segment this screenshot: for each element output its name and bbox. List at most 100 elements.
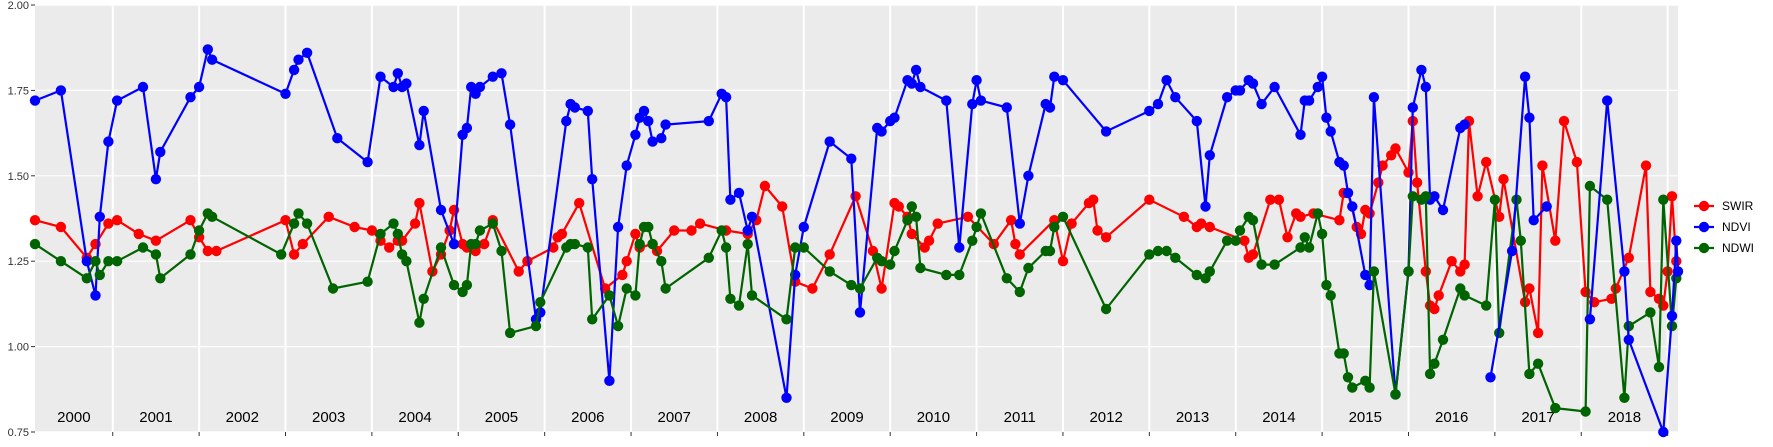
data-point [111,95,123,106]
data-point [94,211,106,222]
data-point [1368,92,1380,103]
data-point [1481,156,1492,168]
data-point [461,122,473,134]
data-point [1606,293,1617,304]
data-point [418,293,429,304]
year-label: 2011 [1004,409,1036,426]
year-label: 2007 [658,409,691,426]
data-point [1144,194,1155,205]
year-label: 2005 [485,409,518,426]
data-point [1221,92,1233,103]
data-point [1265,194,1276,205]
data-point [1170,92,1181,103]
data-point [703,115,714,127]
y-tick-label: 0.75 [8,427,29,439]
data-point [1424,368,1436,380]
data-point [846,153,857,164]
data-point [1204,266,1216,277]
data-point [1010,238,1021,250]
data-point [798,221,809,233]
data-point [923,235,935,246]
year-label: 2014 [1262,409,1295,426]
x-axis [112,432,1669,436]
data-point [746,290,758,301]
year-label: 2016 [1435,409,1468,426]
data-point [1152,98,1164,110]
data-point [885,259,896,270]
data-point [1234,85,1246,96]
data-point [733,187,745,199]
data-point [1338,348,1349,359]
data-point [1532,327,1544,339]
data-point [375,228,386,240]
data-point [962,211,974,222]
data-point [1658,194,1669,205]
data-point [1481,300,1492,311]
data-point [103,256,114,267]
data-point [1619,266,1630,277]
data-point [1269,81,1280,93]
data-point [1325,126,1336,137]
data-point [461,279,473,291]
data-point [1312,81,1324,93]
data-point [276,249,287,260]
data-point [1584,180,1596,192]
data-point [1645,286,1656,298]
data-point [932,218,943,229]
data-point [656,256,667,267]
data-point [1100,303,1112,315]
data-point [1524,368,1535,380]
data-point [185,92,196,103]
data-point [202,44,213,55]
data-point [694,218,706,229]
data-point [1014,249,1025,260]
data-point [414,197,425,209]
data-point [1282,232,1293,243]
legend-label: NDWI [1722,241,1754,255]
data-point [941,95,952,106]
series-line [1588,99,1680,434]
data-point [669,225,680,236]
data-point [975,208,987,219]
data-point [846,279,857,291]
data-point [1338,160,1349,171]
year-label: 2018 [1608,409,1641,426]
data-point [137,242,149,253]
data-point [1014,286,1025,298]
data-point [1342,187,1354,199]
data-point [742,238,753,250]
data-point [323,211,334,222]
data-point [1049,221,1060,233]
data-point [1619,392,1630,403]
data-point [854,307,866,318]
data-point [725,194,736,205]
data-point [1342,372,1354,383]
data-point [55,221,67,233]
data-point [1390,143,1401,154]
data-point [1001,273,1012,284]
data-point [720,242,732,253]
data-point [941,269,952,281]
data-point [716,225,727,236]
data-point [1459,290,1470,301]
data-point [366,225,378,236]
data-point [647,238,658,250]
data-point [1204,150,1216,161]
data-point [401,256,412,267]
data-point [910,64,922,76]
data-point [643,115,654,127]
data-point [548,242,559,253]
data-point [971,75,982,86]
y-tick-label: 2.00 [8,0,29,12]
data-point [1247,249,1259,260]
data-point [1485,372,1496,383]
data-point [133,228,144,240]
legend-item-swir: SWIR [1694,199,1754,213]
data-point [1023,170,1034,181]
data-point [781,392,792,403]
data-point [1295,242,1306,253]
data-point [1295,211,1306,222]
data-point [448,279,460,291]
data-point [876,283,887,294]
